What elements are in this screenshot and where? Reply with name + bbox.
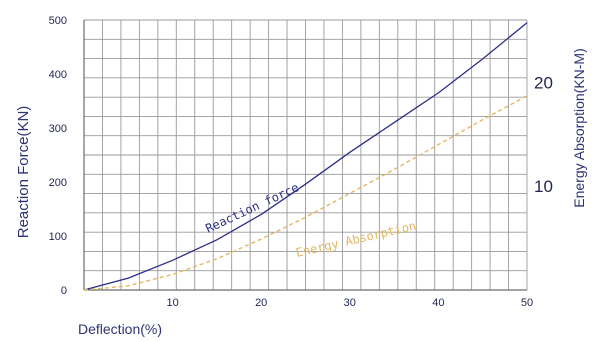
y2-tick-label: 20 xyxy=(534,73,553,92)
y2-axis-label: Energy Absorption(KN-M) xyxy=(571,48,587,208)
y2-tick-labels: 10 20 xyxy=(534,73,553,196)
x-tick-labels: 10 20 30 40 50 xyxy=(166,297,533,309)
reaction-force-line xyxy=(83,22,528,291)
x-tick-label: 30 xyxy=(344,297,356,309)
y2-tick-label: 10 xyxy=(534,177,553,196)
x-tick-label: 10 xyxy=(166,297,178,309)
x-tick-label: 20 xyxy=(255,297,267,309)
series-lines xyxy=(83,22,528,291)
y-tick-label: 0 xyxy=(61,285,67,297)
y-tick-label: 100 xyxy=(49,231,67,243)
y-axis-label: Reaction Force(KN) xyxy=(15,106,32,239)
x-axis-label: Deflection(%) xyxy=(78,321,162,337)
y-tick-label: 500 xyxy=(49,15,67,27)
y-tick-label: 200 xyxy=(49,177,67,189)
x-tick-label: 40 xyxy=(432,297,444,309)
grid xyxy=(83,19,528,291)
x-tick-label: 50 xyxy=(521,297,533,309)
y-tick-labels: 0 100 200 300 400 500 xyxy=(49,15,67,297)
energy-absorption-curve-label: Energy Absorption xyxy=(295,219,418,260)
y-tick-label: 400 xyxy=(49,69,67,81)
y-tick-label: 300 xyxy=(49,123,67,135)
